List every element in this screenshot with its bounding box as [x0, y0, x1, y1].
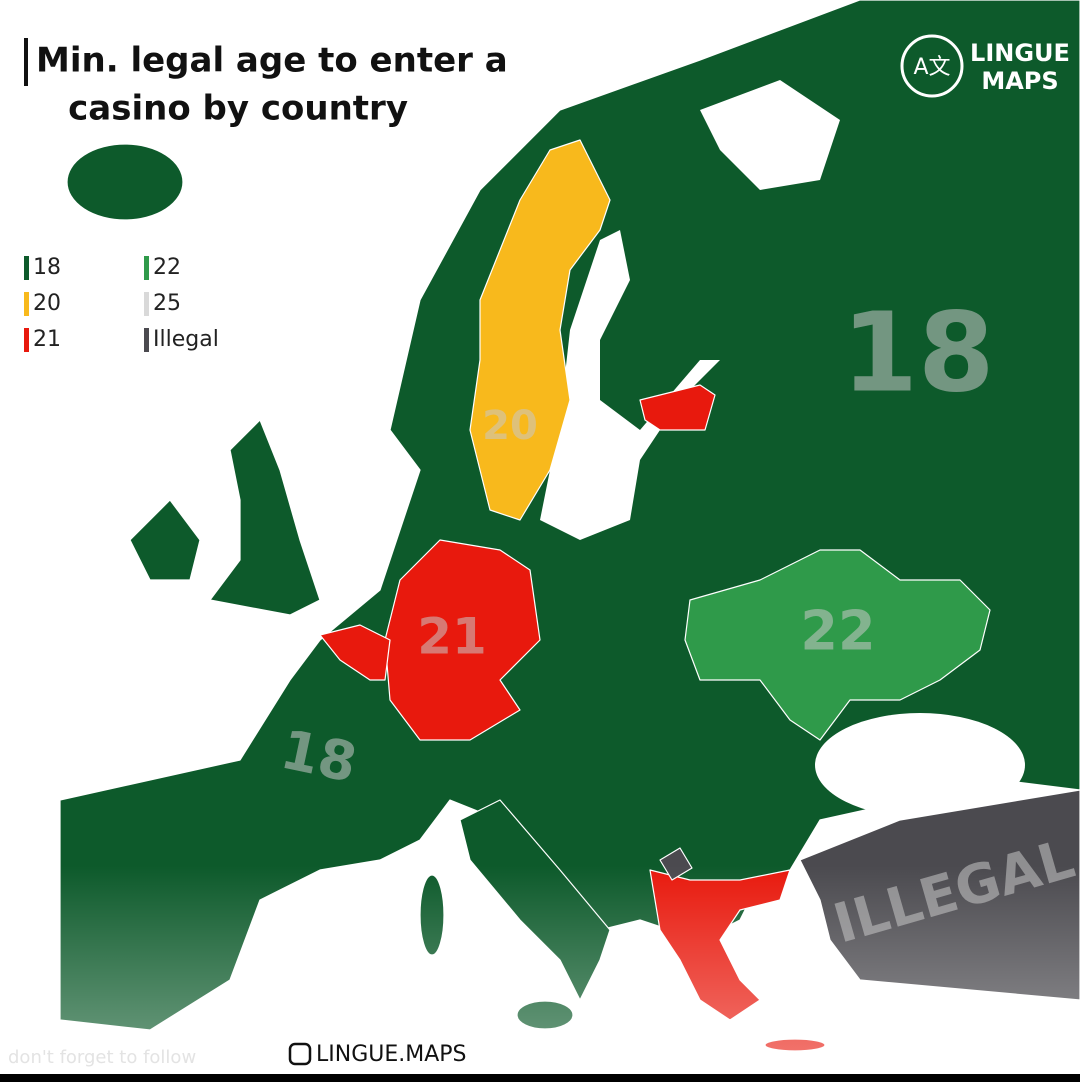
footer-note: don't forget to follow: [8, 1047, 196, 1068]
footer-handle: LINGUE.MAPS: [316, 1042, 467, 1067]
map-label: 18: [841, 288, 994, 416]
title: casino by country: [68, 89, 408, 129]
legend-label: 21: [33, 327, 61, 352]
logo-text: MAPS: [981, 67, 1058, 95]
instagram-icon: [288, 1042, 312, 1066]
legend: 18 20 21 22 25 Illegal: [24, 255, 219, 352]
legend-label: Illegal: [153, 327, 219, 352]
legend-swatch: [144, 256, 149, 280]
legend-label: 22: [153, 255, 181, 280]
map-label: 18: [275, 718, 362, 795]
logo-text: LINGUE: [970, 39, 1070, 67]
legend-label: 18: [33, 255, 61, 280]
legend-label: 20: [33, 291, 61, 316]
legend-label: 25: [153, 291, 181, 316]
legend-swatch: [24, 292, 29, 316]
logo-icon: A文: [913, 55, 950, 80]
legend-swatch: [144, 328, 149, 352]
title: Min. legal age to enter a: [36, 41, 508, 81]
legend-swatch: [24, 328, 29, 352]
logo: A文 LINGUE MAPS: [900, 34, 1070, 98]
map-label: 22: [800, 600, 875, 663]
legend-swatch: [24, 256, 29, 280]
map-label: 20: [482, 403, 538, 449]
legend-swatch: [144, 292, 149, 316]
map-label: 21: [417, 608, 487, 666]
title-bar: [24, 38, 28, 86]
bottom-bar: [0, 1074, 1080, 1082]
